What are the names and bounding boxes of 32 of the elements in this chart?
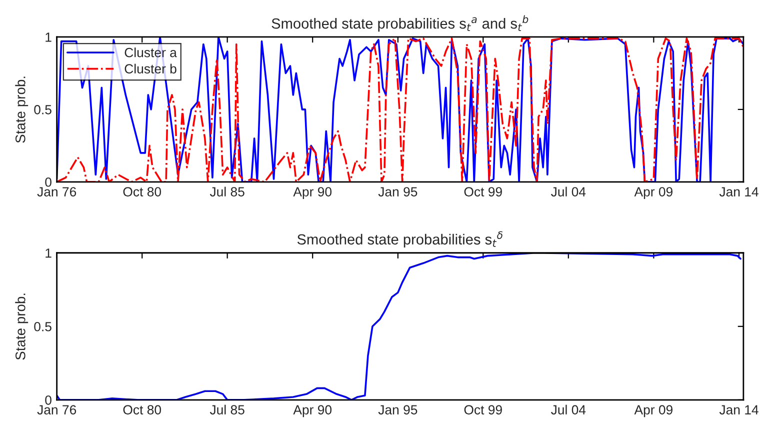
- y-tick-label: 0.5: [34, 105, 52, 114]
- x-tick-label: Jan 76: [37, 405, 76, 414]
- x-tick-label: Apr 09: [634, 405, 672, 418]
- x-tick-label: Apr 90: [293, 187, 332, 200]
- x-tick-label: Jan 14: [719, 405, 758, 414]
- x-tick-label: Jan 95: [378, 187, 418, 196]
- legend-label: Cluster b: [124, 64, 176, 74]
- x-tick-label: Jul 85: [210, 404, 244, 414]
- x-tick-label: Jul 85: [210, 186, 244, 196]
- x-tick-label: Jan 95: [378, 405, 418, 414]
- x-tick-label: Jan 76: [37, 187, 76, 196]
- y-tick-label: 1: [46, 248, 52, 258]
- x-tick-label: Oct 99: [464, 405, 502, 414]
- x-tick-label: Oct 80: [123, 405, 162, 414]
- line-series: [56, 36, 744, 182]
- chart-title: Smoothed state probabilities s$_{t}$$^{a}$ and s$_{t}$$^{b}$: [272, 15, 528, 32]
- y-axis-title: State prob.: [15, 76, 28, 143]
- x-tick-label: Apr 90: [293, 405, 332, 418]
- y-tick-label: 0.5: [34, 322, 52, 332]
- x-tick-label: Jan 14: [719, 187, 758, 196]
- x-tick-label: Jul 04: [551, 186, 586, 196]
- y-tick-label: 0: [45, 395, 52, 405]
- x-tick-label: Oct 80: [123, 187, 162, 196]
- chart-title: Smoothed state probabilities s$_{t}$$^{δ}$: [297, 231, 502, 248]
- x-tick-label: Jul 04: [551, 404, 586, 414]
- line-series: [56, 252, 742, 400]
- y-axis-title: State prob.: [15, 294, 28, 360]
- y-tick-label: 1: [46, 32, 52, 42]
- legend-label: Cluster a: [124, 48, 177, 58]
- x-tick-label: Oct 99: [464, 187, 502, 196]
- y-tick-label: 0: [45, 177, 52, 187]
- x-tick-label: Apr 09: [634, 187, 672, 200]
